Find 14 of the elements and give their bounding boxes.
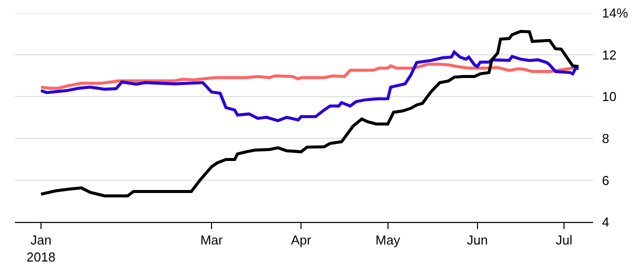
x-tick-label: Apr xyxy=(290,232,312,248)
x-tick-label: Mar xyxy=(200,232,224,248)
y-tick-label: 12 xyxy=(602,47,616,62)
x-tick-label: Jul xyxy=(556,232,573,248)
x-tick-label: May xyxy=(376,232,401,248)
x-tick-label: Jan 2018 xyxy=(26,232,56,264)
x-tick-label: Jun xyxy=(466,232,488,248)
y-tick-label: 10 xyxy=(602,89,616,104)
line-series xyxy=(40,50,580,122)
line-series xyxy=(40,30,580,198)
y-tick-label: 8 xyxy=(602,130,610,146)
y-tick-label: 14% xyxy=(602,6,628,21)
y-tick-label: 6 xyxy=(602,172,610,188)
y-tick-label: 4 xyxy=(602,214,610,230)
